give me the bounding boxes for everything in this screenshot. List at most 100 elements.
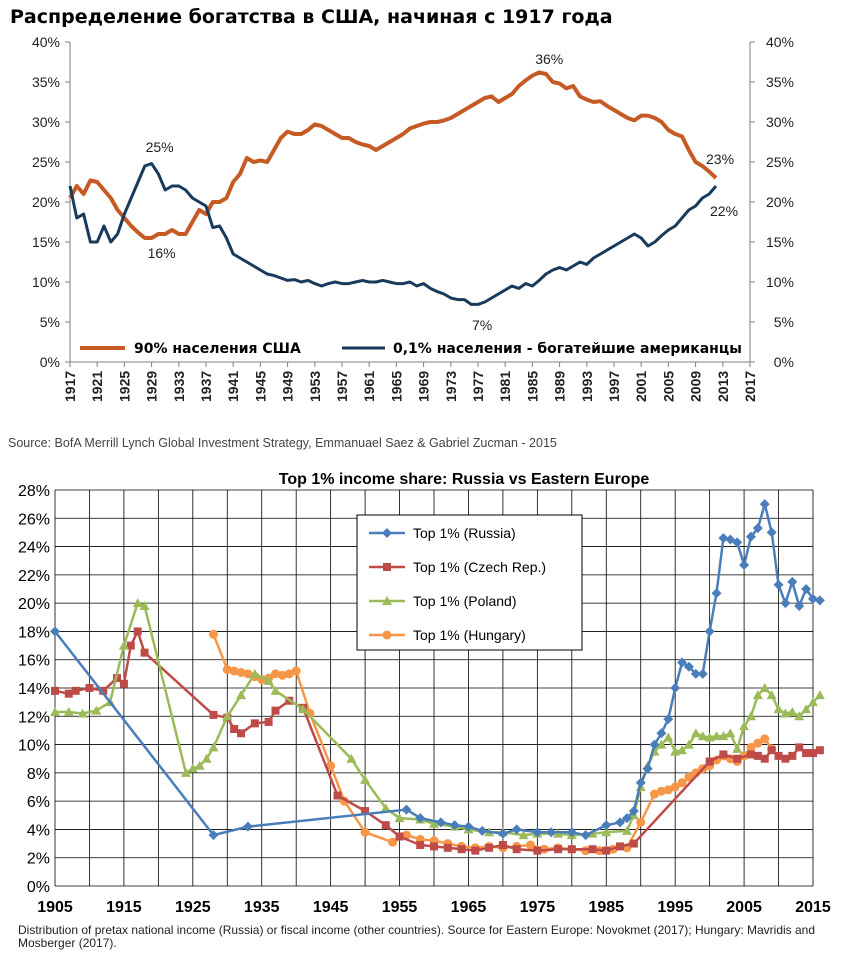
chart2-point-hungary — [360, 827, 370, 837]
chart1-legend-label-bottom90: 90% населения США — [134, 341, 301, 357]
chart2-point-czech — [333, 791, 342, 800]
chart1-y-tick-left: 25% — [32, 154, 60, 170]
chart2-point-russia — [718, 533, 729, 544]
chart2-x-tick: 1935 — [244, 899, 280, 916]
chart1-x-tick-label: 1957 — [334, 371, 350, 402]
chart2-point-czech — [443, 843, 452, 852]
chart2-point-poland — [263, 675, 274, 685]
chart2-point-czech — [809, 749, 817, 758]
chart1-x-tick-label: 1993 — [579, 371, 595, 402]
chart2-point-poland — [222, 711, 233, 721]
chart1-x-tick-label: 1997 — [606, 371, 622, 402]
chart2-point-russia — [752, 523, 763, 534]
chart2-point-hungary — [222, 665, 232, 675]
chart2-x-tick: 1915 — [106, 899, 142, 916]
chart1-x-tick-label: 1921 — [89, 371, 105, 402]
chart2-point-poland — [394, 813, 405, 823]
chart2-point-poland — [187, 763, 198, 773]
chart2-point-russia — [739, 559, 750, 570]
chart2-legend-marker-poland — [382, 596, 392, 605]
chart2-point-russia — [787, 576, 798, 587]
chart2-point-russia — [704, 626, 715, 637]
chart2-point-hungary — [271, 669, 281, 679]
chart2-point-hungary — [284, 669, 294, 679]
chart1-x-tick-label: 1969 — [416, 371, 432, 402]
chart2-point-poland — [752, 690, 763, 700]
chart2-point-poland — [194, 760, 205, 770]
chart2-x-tick: 1905 — [37, 899, 73, 916]
chart2-point-poland — [601, 827, 612, 837]
chart2-x-tick: 1955 — [382, 899, 418, 916]
chart2-point-hungary — [650, 789, 660, 799]
chart2-point-czech — [395, 832, 404, 841]
chart1-x-tick-label: 1941 — [225, 371, 241, 402]
chart2-point-poland — [683, 739, 694, 749]
chart2-point-poland — [249, 668, 260, 678]
chart2-y-tick: 20% — [18, 596, 50, 613]
chart1-x-tick-label: 2005 — [660, 371, 676, 402]
chart1-x-tick-label: 1945 — [252, 371, 268, 402]
chart2-point-hungary — [677, 778, 687, 788]
chart2-point-poland — [663, 732, 674, 742]
chart2-x-tick: 2015 — [795, 899, 831, 916]
chart2-point-russia — [642, 763, 653, 774]
chart2-point-hungary — [746, 742, 756, 752]
chart2-x-tick: 2005 — [726, 899, 762, 916]
chart1-y-tick-right: 25% — [766, 154, 794, 170]
chart2-point-hungary — [684, 772, 694, 782]
chart1-y-tick-right: 0% — [774, 354, 794, 370]
chart2-point-poland — [739, 721, 750, 731]
chart1-annotation: 16% — [148, 245, 176, 261]
chart1-x-tick-label: 1973 — [443, 371, 459, 402]
chart1-annotation: 25% — [146, 139, 174, 155]
chart2-point-poland — [429, 818, 439, 828]
chart2-point-russia — [683, 661, 694, 672]
chart2-point-russia — [435, 817, 446, 828]
chart2-point-czech — [64, 689, 73, 698]
chart2-y-tick: 14% — [18, 681, 50, 698]
chart1-annotation: 22% — [710, 203, 738, 219]
chart1-y-tick-right: 40% — [766, 34, 794, 50]
chart1-legend-label-top01: 0,1% населения - богатейшие американцы — [393, 341, 742, 357]
chart2-point-czech — [71, 686, 80, 695]
chart2-legend-label-russia: Top 1% (Russia) — [413, 525, 516, 541]
chart2-point-russia — [463, 821, 474, 832]
chart2-point-poland — [814, 690, 825, 700]
chart2-x-tick: 1985 — [588, 899, 624, 916]
chart2-point-hungary — [243, 669, 253, 679]
chart2-point-hungary — [291, 666, 301, 676]
chart1-series-bottom90-line — [68, 70, 718, 240]
chart2-point-russia — [814, 595, 825, 606]
chart1-y-tick-left: 40% — [32, 34, 60, 50]
chart2-point-czech — [85, 684, 94, 692]
chart2-point-poland — [77, 708, 88, 718]
chart2-y-tick: 6% — [27, 794, 50, 811]
chart2-point-czech — [629, 839, 638, 848]
chart2-point-czech — [133, 627, 142, 636]
chart2-y-tick: 26% — [18, 511, 50, 528]
chart2-point-poland — [236, 690, 247, 700]
chart2-point-poland — [808, 697, 818, 707]
chart2-point-poland — [697, 731, 708, 741]
chart2-point-czech — [767, 746, 776, 755]
chart2-point-poland — [201, 753, 212, 763]
chart2-point-czech — [753, 751, 762, 760]
chart2-point-czech — [567, 845, 576, 854]
chart2-point-russia — [566, 827, 577, 838]
chart2-point-russia — [628, 806, 639, 817]
chart2-point-russia — [497, 828, 508, 839]
chart2-legend-label-hungary: Top 1% (Hungary) — [413, 627, 526, 643]
chart2-point-russia — [663, 714, 674, 725]
chart2-x-tick: 1965 — [451, 899, 487, 916]
chart2-point-czech — [471, 846, 480, 855]
chart2-y-tick: 2% — [27, 851, 50, 868]
chart2-point-russia — [780, 598, 791, 609]
chart2-y-tick: 24% — [18, 540, 50, 557]
chart1-y-tick-right: 30% — [766, 114, 794, 130]
chart2-point-poland — [690, 728, 701, 738]
chart2-point-czech — [51, 686, 59, 695]
chart2-point-hungary — [663, 785, 673, 795]
chart2-point-russia — [50, 626, 60, 637]
chart1-annotation: 23% — [706, 151, 734, 167]
chart1-x-tick-label: 1925 — [116, 371, 132, 402]
